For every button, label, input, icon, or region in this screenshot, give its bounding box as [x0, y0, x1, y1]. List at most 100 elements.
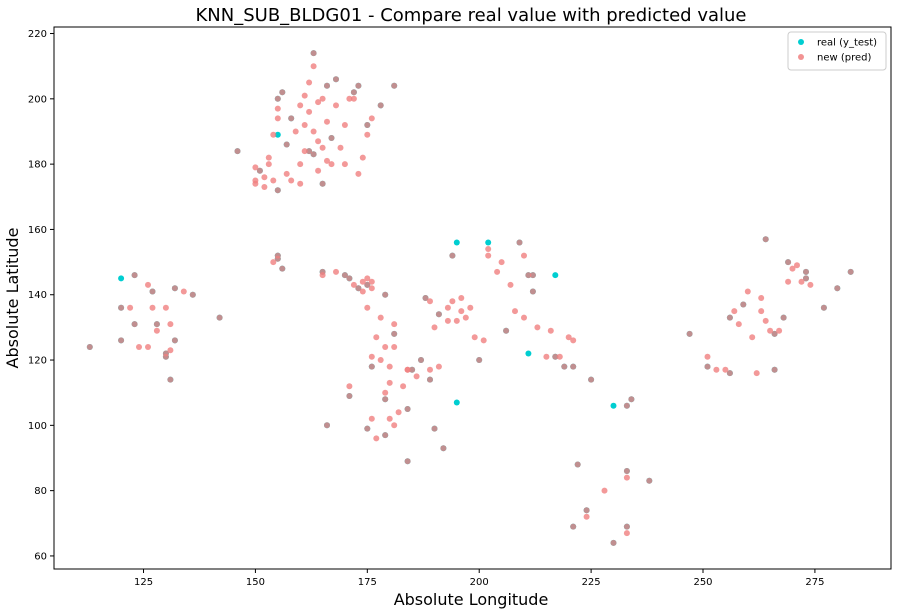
y-tick-label: 160 — [28, 225, 47, 236]
data-point — [449, 252, 456, 259]
data-point — [288, 177, 295, 184]
data-point — [167, 376, 174, 383]
data-point — [373, 334, 380, 341]
data-point — [623, 402, 630, 409]
data-point — [453, 239, 460, 246]
data-point — [847, 268, 854, 275]
data-point — [440, 445, 447, 452]
data-point — [149, 304, 156, 311]
data-point — [762, 236, 769, 243]
data-point — [382, 344, 389, 350]
ticks-layer: 125 150 175 200 225 250 275 60 80 100 120 140 160 180… — [28, 29, 825, 588]
data-point — [279, 265, 286, 272]
data-point — [735, 321, 742, 328]
data-point — [570, 363, 577, 370]
data-point — [377, 314, 384, 321]
data-point — [386, 363, 393, 370]
data-point — [324, 422, 330, 429]
data-point — [547, 327, 554, 334]
data-point — [306, 108, 313, 115]
data-point — [758, 308, 765, 315]
data-point — [749, 334, 756, 341]
data-point — [610, 539, 617, 546]
data-point — [355, 285, 362, 292]
legend-box — [787, 31, 887, 71]
x-tick-label: 150 — [246, 577, 265, 588]
data-point — [297, 180, 304, 187]
data-point — [279, 89, 286, 96]
data-point — [359, 288, 366, 295]
data-point — [395, 409, 402, 416]
y-tick-label: 140 — [28, 290, 47, 301]
data-point — [315, 138, 322, 145]
data-point — [498, 259, 505, 266]
data-point — [297, 161, 304, 168]
y-tick-label: 180 — [28, 160, 47, 171]
data-point — [328, 135, 335, 141]
data-point — [449, 298, 456, 305]
data-point — [574, 461, 581, 468]
data-point — [162, 304, 169, 311]
data-point — [333, 268, 339, 275]
series-pred — [86, 50, 854, 546]
data-point — [377, 357, 384, 363]
data-point — [391, 344, 398, 350]
data-point — [686, 330, 693, 337]
y-tick-label: 200 — [28, 94, 47, 105]
data-point — [274, 95, 281, 102]
data-point — [270, 131, 277, 138]
data-point — [789, 265, 796, 272]
data-point — [337, 144, 344, 151]
legend-marker-real — [798, 39, 804, 45]
data-point — [288, 115, 295, 122]
data-point — [283, 170, 290, 177]
data-point — [467, 304, 474, 311]
data-point — [780, 314, 787, 321]
data-point — [623, 474, 630, 481]
data-point — [552, 272, 559, 279]
data-point — [758, 295, 765, 301]
data-point — [359, 278, 366, 285]
data-point — [368, 115, 375, 122]
data-point — [512, 308, 518, 315]
data-point — [270, 177, 277, 184]
data-point — [346, 393, 353, 399]
data-point — [310, 63, 317, 70]
data-point — [623, 523, 630, 530]
data-point — [583, 507, 590, 514]
data-point — [315, 99, 322, 106]
data-point — [722, 366, 729, 373]
data-point — [570, 523, 577, 530]
data-point — [458, 308, 465, 315]
data-point — [785, 259, 792, 266]
data-point — [359, 154, 366, 161]
data-point — [391, 82, 398, 89]
data-point — [261, 174, 268, 181]
data-point — [167, 321, 174, 328]
plot-frame — [53, 26, 892, 570]
data-point — [324, 157, 330, 164]
data-point — [341, 122, 348, 128]
data-point — [118, 275, 125, 282]
data-point — [444, 317, 451, 324]
data-point — [315, 167, 322, 174]
data-point — [726, 314, 733, 321]
data-point — [265, 154, 272, 161]
data-point — [404, 458, 411, 465]
data-point — [556, 353, 563, 360]
data-point — [744, 288, 751, 295]
data-point — [346, 383, 353, 390]
data-point — [118, 337, 125, 344]
y-tick-label: 60 — [34, 551, 47, 562]
data-point — [346, 95, 353, 102]
data-point — [740, 301, 747, 308]
data-point — [427, 376, 433, 383]
x-tick-label: 175 — [358, 577, 377, 588]
data-point — [382, 389, 389, 396]
data-point — [485, 252, 492, 259]
data-point — [261, 184, 268, 190]
data-point — [404, 366, 411, 373]
data-point — [368, 285, 375, 292]
x-tick-label: 225 — [582, 577, 601, 588]
